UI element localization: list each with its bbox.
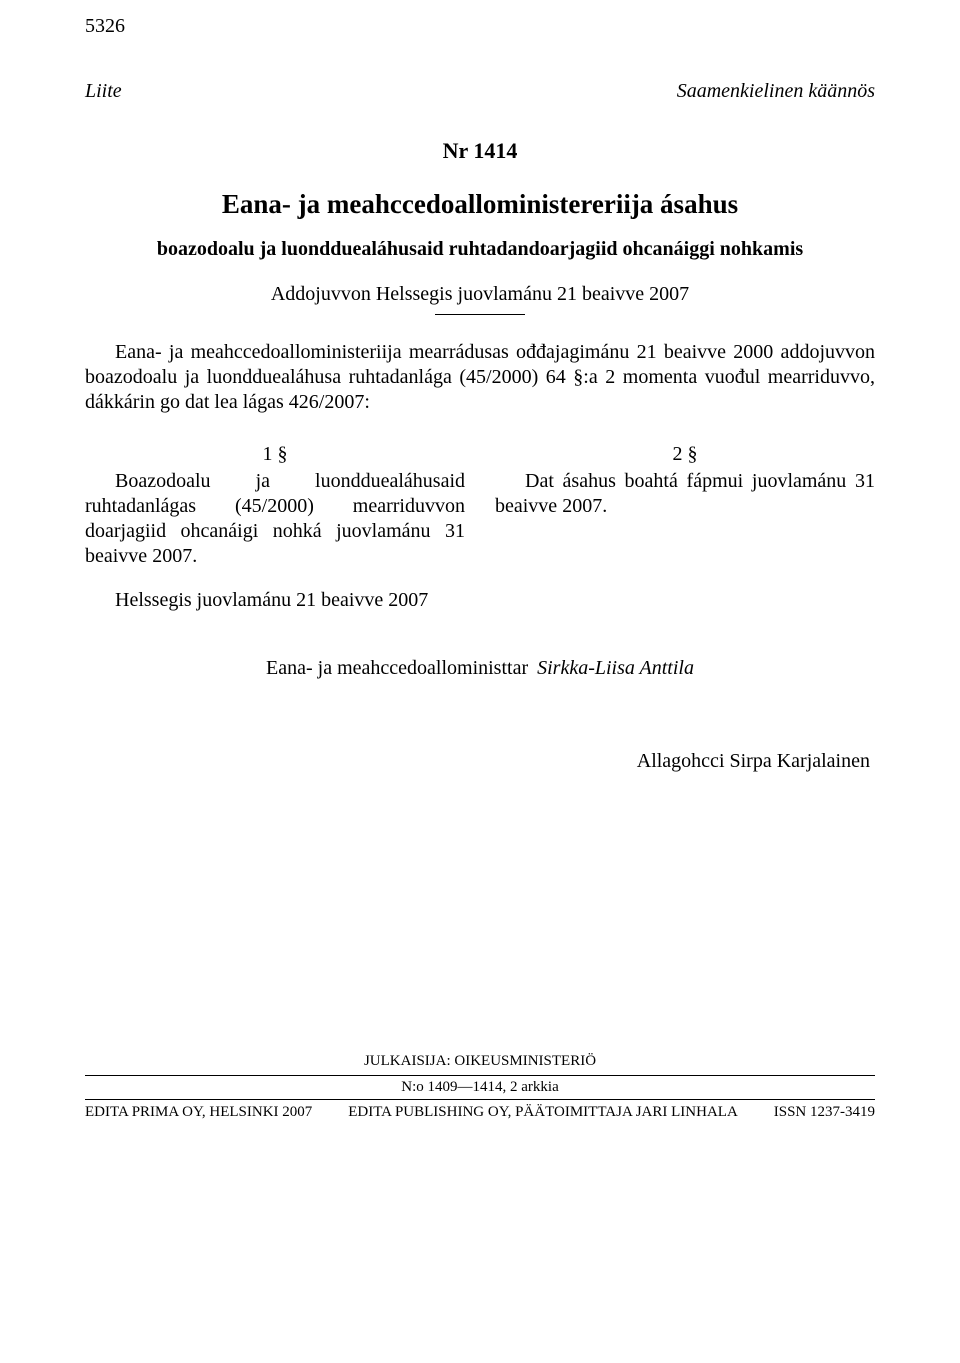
regulation-number: Nr 1414 <box>85 138 875 164</box>
footer-divider-top <box>85 1075 875 1076</box>
issue-range-line: N:o 1409—1414, 2 arkkia <box>85 1079 875 1096</box>
section-1-body: Boazodoalu ja luondduealáhusaid ruhtadan… <box>85 469 465 569</box>
issued-statement: Addojuvvon Helssegis juovlamánu 21 beaiv… <box>85 283 875 306</box>
place-and-date: Helssegis juovlamánu 21 beaivve 2007 <box>85 589 875 612</box>
minister-name: Sirkka-Liisa Anttila <box>537 657 694 679</box>
footer-left: EDITA PRIMA OY, HELSINKI 2007 <box>85 1104 312 1121</box>
footer-divider-bottom <box>85 1099 875 1100</box>
minister-signature: Eana- ja meahccedoalloministtar Sirkka-L… <box>85 657 875 680</box>
section-1: 1 § Boazodoalu ja luondduealáhusaid ruht… <box>85 443 465 569</box>
section-2: 2 § Dat ásahus boahtá fápmui juovlamánu … <box>495 443 875 569</box>
section-2-number: 2 § <box>495 443 875 466</box>
document-subject: boazodoalu ja luondduealáhusaid ruhtadan… <box>85 238 875 261</box>
attachment-header-row: Liite Saamenkielinen käännös <box>85 80 875 103</box>
sections-columns: 1 § Boazodoalu ja luondduealáhusaid ruht… <box>85 443 875 569</box>
minister-title: Eana- ja meahccedoalloministtar <box>266 657 528 679</box>
footer-center: EDITA PUBLISHING OY, PÄÄTOIMITTAJA JARI … <box>348 1104 738 1121</box>
footer-credits-row: EDITA PRIMA OY, HELSINKI 2007 EDITA PUBL… <box>85 1102 875 1121</box>
footer-right: ISSN 1237-3419 <box>774 1104 875 1121</box>
page-content: Liite Saamenkielinen käännös Nr 1414 Ean… <box>0 0 960 1121</box>
preamble-paragraph: Eana- ja meahccedoalloministeriija mearr… <box>85 340 875 415</box>
page-number: 5326 <box>85 15 125 38</box>
attachment-label-right: Saamenkielinen käännös <box>677 80 875 103</box>
attachment-label-left: Liite <box>85 80 122 103</box>
publisher-line: JULKAISIJA: OIKEUSMINISTERIÖ <box>85 1053 875 1070</box>
section-2-body: Dat ásahus boahtá fápmui juovlamánu 31 b… <box>495 469 875 519</box>
secretary-line: Allagohcci Sirpa Karjalainen <box>85 750 875 773</box>
footer-block: JULKAISIJA: OIKEUSMINISTERIÖ N:o 1409—14… <box>85 1053 875 1121</box>
section-1-number: 1 § <box>85 443 465 466</box>
divider-short <box>435 314 525 315</box>
document-title: Eana- ja meahccedoalloministereriija ása… <box>85 189 875 220</box>
